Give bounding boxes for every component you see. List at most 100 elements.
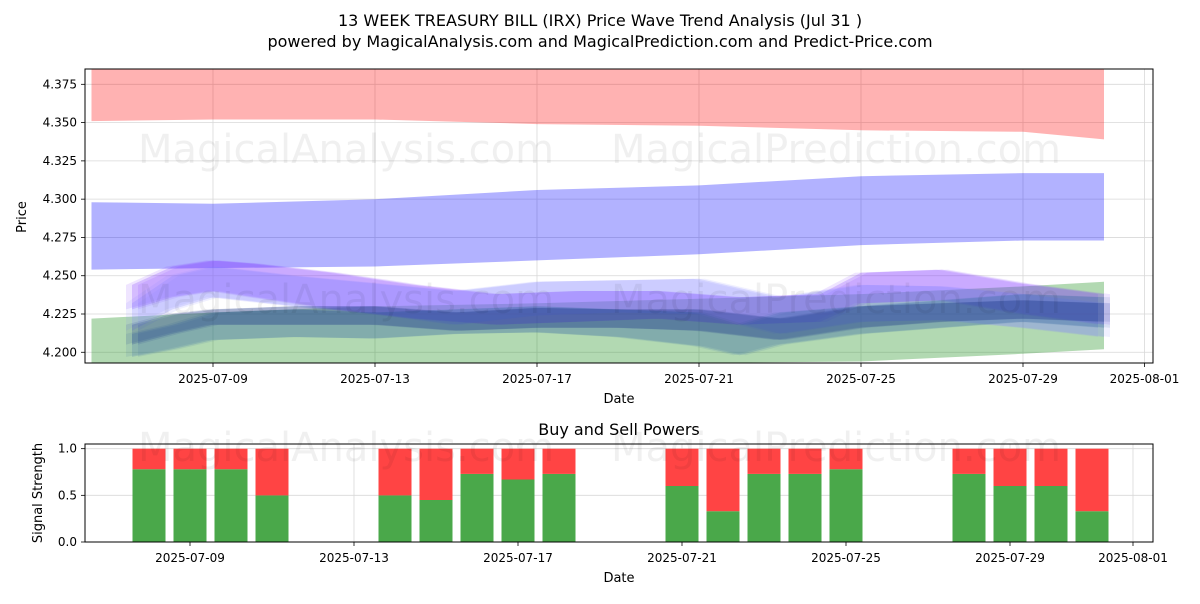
sell-bar (665, 448, 699, 486)
price-y-ticks: 4.200 4.225 4.250 4.275 4.300 4.325 4.350 4.375 (43, 77, 85, 359)
watermark-analysis-top-low: MagicalAnalysis.com (138, 277, 554, 323)
sell-bar (460, 448, 494, 474)
buy-bar (460, 473, 494, 542)
price-x-tick-label: 2025-08-01 (1110, 372, 1180, 386)
signal-bars (132, 448, 1109, 542)
sell-bar (706, 448, 740, 512)
buy-bar (542, 473, 576, 542)
sell-bar (952, 448, 986, 474)
buy-bar (706, 511, 740, 542)
sell-bar (993, 448, 1027, 486)
price-y-tick-label: 4.200 (43, 345, 77, 359)
signal-x-tick-label: 2025-07-13 (319, 551, 389, 565)
price-y-tick-label: 4.225 (43, 307, 77, 321)
sell-bar (788, 448, 822, 474)
signal-x-ticks: 2025-07-09 2025-07-13 2025-07-17 2025-07-21… (155, 542, 1168, 565)
price-wave-steelblue (132, 294, 1104, 357)
buy-bar (993, 486, 1027, 542)
watermark-prediction-bottom: MagicalPrediction.com (611, 425, 1061, 471)
buy-bar (665, 486, 699, 542)
sell-bar (214, 448, 248, 470)
buy-bar (132, 469, 166, 542)
signal-y-tick-label: 1.0 (58, 442, 77, 456)
price-band-blue (91, 173, 1104, 270)
buy-bar (1034, 486, 1068, 542)
watermark-prediction-top: MagicalPrediction.com (611, 127, 1061, 173)
price-wave-purple (138, 260, 1110, 325)
buy-bar (747, 473, 781, 542)
sell-bar (419, 448, 453, 500)
signal-x-tick-label: 2025-07-25 (811, 551, 881, 565)
signal-panel: Buy and Sell Powers MagicalAnalysis.com … (31, 420, 1168, 586)
signal-y-axis-label: Signal Strength (31, 443, 46, 543)
price-band-red (91, 69, 1104, 140)
price-wave-lavender (138, 266, 1110, 337)
price-bands (91, 69, 1104, 363)
price-y-tick-label: 4.350 (43, 116, 77, 130)
figure-title-line1: 13 WEEK TREASURY BILL (IRX) Price Wave T… (338, 11, 862, 30)
price-wave-purple (132, 260, 1104, 325)
price-y-tick-label: 4.275 (43, 230, 77, 244)
price-x-axis-label: Date (603, 392, 634, 407)
sell-bar (173, 448, 207, 470)
signal-x-axis-label: Date (603, 571, 634, 586)
price-x-tick-label: 2025-07-17 (502, 372, 572, 386)
sell-bar (829, 448, 863, 470)
price-panel: MagicalAnalysis.com MagicalPrediction.co… (15, 68, 1179, 407)
signal-y-tick-label: 0.5 (58, 488, 77, 502)
buy-bar (419, 500, 453, 542)
signal-x-tick-label: 2025-07-29 (975, 551, 1045, 565)
sell-bar (378, 448, 412, 496)
price-x-tick-label: 2025-07-13 (340, 372, 410, 386)
price-wave-purple (126, 260, 1098, 325)
sell-bar (501, 448, 535, 480)
price-wave-navy (138, 300, 1110, 345)
buy-bar (952, 473, 986, 542)
sell-bar (132, 448, 166, 470)
price-x-tick-label: 2025-07-21 (664, 372, 734, 386)
price-wave-steelblue (126, 294, 1098, 357)
signal-y-tick-label: 0.0 (58, 535, 77, 549)
signal-plot-frame (84, 443, 1154, 543)
sell-bar (747, 448, 781, 474)
price-wave-navy (132, 300, 1104, 345)
price-wave-steelblue (138, 294, 1110, 357)
price-wave-lavender (132, 266, 1104, 337)
figure-title-line2: powered by MagicalAnalysis.com and Magic… (267, 32, 932, 51)
price-band-green (91, 281, 1104, 363)
price-wave-lavender (126, 266, 1098, 337)
price-x-tick-label: 2025-07-25 (826, 372, 896, 386)
buy-bar (1075, 511, 1109, 542)
price-y-tick-label: 4.325 (43, 154, 77, 168)
price-x-tick-label: 2025-07-09 (178, 372, 248, 386)
watermark-prediction-top-low: MagicalPrediction.com (611, 277, 1061, 323)
price-y-tick-label: 4.250 (43, 269, 77, 283)
price-x-tick-label: 2025-07-29 (988, 372, 1058, 386)
price-wave-navy (126, 300, 1098, 345)
price-plot-frame (84, 68, 1154, 364)
price-waves (126, 260, 1110, 357)
signal-x-tick-label: 2025-07-17 (483, 551, 553, 565)
signal-x-tick-label: 2025-07-09 (155, 551, 225, 565)
price-y-axis-label: Price (15, 201, 30, 233)
buy-bar (378, 495, 412, 542)
buy-bar (788, 473, 822, 542)
watermark-analysis-top: MagicalAnalysis.com (138, 127, 554, 173)
buy-bar (255, 495, 289, 542)
sell-bar (1075, 448, 1109, 512)
buy-bar (214, 469, 248, 542)
sell-bar (255, 448, 289, 496)
signal-x-tick-label: 2025-07-21 (647, 551, 717, 565)
buy-bar (501, 479, 535, 542)
price-gridlines (85, 69, 1153, 363)
watermark-analysis-bottom: MagicalAnalysis.com (138, 425, 554, 471)
signal-panel-title: Buy and Sell Powers (538, 420, 700, 439)
price-y-tick-label: 4.375 (43, 77, 77, 91)
price-y-tick-label: 4.300 (43, 192, 77, 206)
signal-y-ticks: 0.0 0.5 1.0 (58, 442, 85, 549)
signal-x-tick-label: 2025-08-01 (1098, 551, 1168, 565)
sell-bar (542, 448, 576, 474)
buy-bar (829, 469, 863, 542)
price-x-ticks: 2025-07-09 2025-07-13 2025-07-17 2025-07-21… (178, 363, 1179, 386)
